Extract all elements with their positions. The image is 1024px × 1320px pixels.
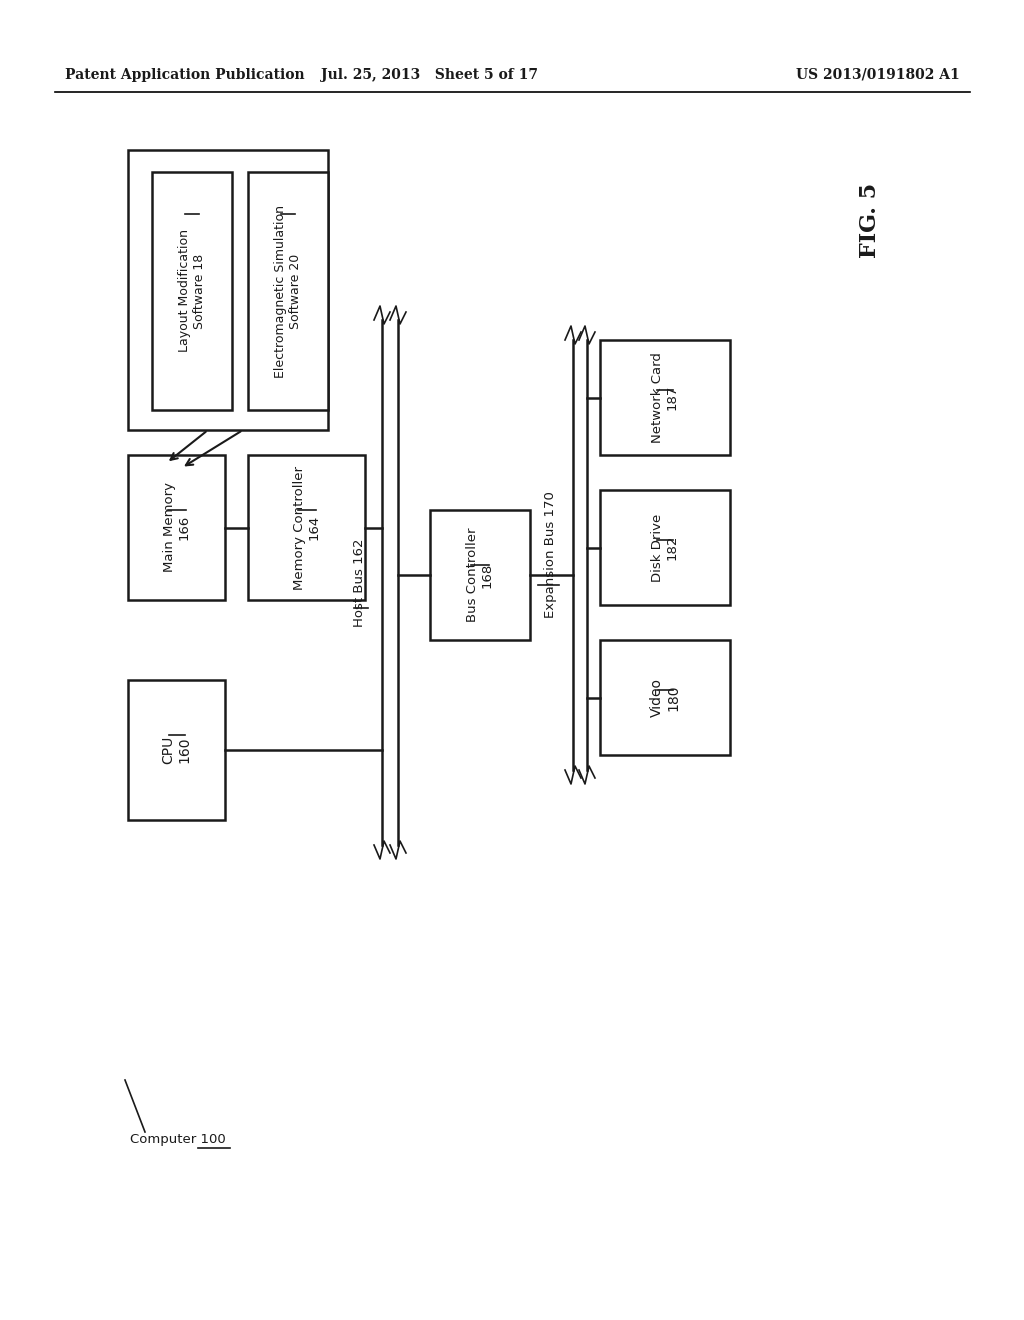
Text: Electromagnetic Simulation
Software 20: Electromagnetic Simulation Software 20: [274, 205, 302, 378]
Text: FIG. 5: FIG. 5: [859, 182, 881, 257]
Bar: [430, 510, 530, 640]
Bar: [600, 341, 730, 455]
Text: Jul. 25, 2013   Sheet 5 of 17: Jul. 25, 2013 Sheet 5 of 17: [322, 69, 539, 82]
Bar: [152, 172, 232, 411]
Text: Bus Controller
168: Bus Controller 168: [466, 528, 494, 622]
Bar: [600, 640, 730, 755]
Bar: [248, 455, 365, 601]
Text: Patent Application Publication: Patent Application Publication: [65, 69, 304, 82]
Text: Computer 100: Computer 100: [130, 1134, 225, 1147]
Text: Layout Modification
Software 18: Layout Modification Software 18: [178, 230, 206, 352]
Text: US 2013/0191802 A1: US 2013/0191802 A1: [797, 69, 961, 82]
Bar: [128, 680, 225, 820]
Text: Disk Drive
182: Disk Drive 182: [651, 513, 679, 582]
Bar: [128, 455, 225, 601]
Text: Expansion Bus 170: Expansion Bus 170: [544, 491, 557, 619]
Bar: [600, 490, 730, 605]
Text: CPU
160: CPU 160: [162, 735, 191, 764]
Text: Main Memory
166: Main Memory 166: [163, 483, 190, 573]
Text: Memory Controller
164: Memory Controller 164: [293, 466, 321, 590]
Text: Network Card
187: Network Card 187: [651, 352, 679, 444]
Bar: [128, 150, 328, 430]
Bar: [248, 172, 328, 411]
Text: Video
180: Video 180: [650, 678, 680, 717]
Text: Host Bus 162: Host Bus 162: [353, 539, 366, 627]
